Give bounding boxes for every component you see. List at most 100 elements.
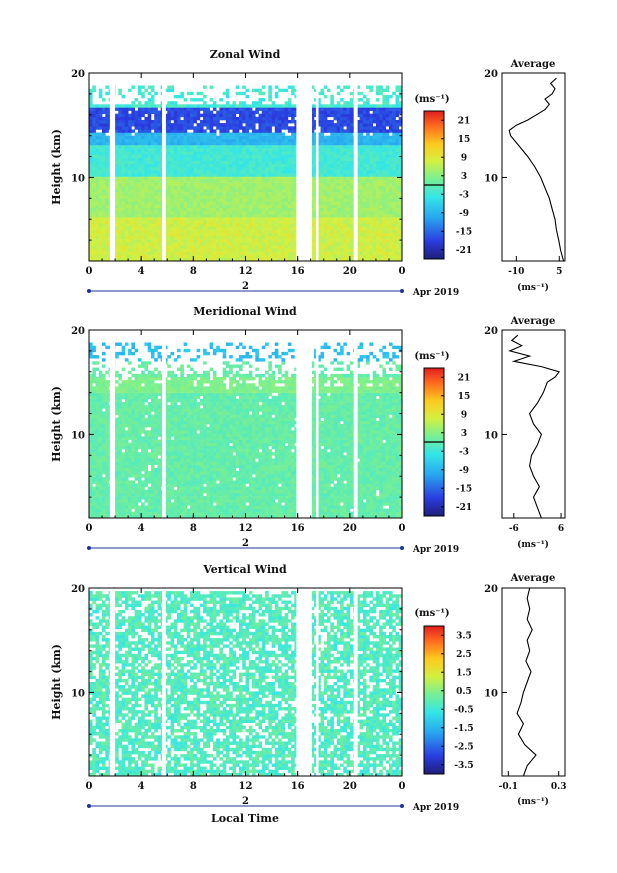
heatmap-cell: [199, 232, 204, 237]
heatmap-cell: [265, 201, 269, 205]
heatmap-cell: [212, 135, 217, 140]
heatmap-cell: [232, 141, 237, 146]
heatmap-cell: [199, 157, 204, 161]
heatmap-cell: [382, 94, 386, 99]
heatmap-cell: [115, 257, 119, 262]
heatmap-cell: [245, 179, 250, 183]
heatmap-cell: [219, 201, 223, 205]
heatmap-cell: [144, 151, 148, 155]
heatmap-cell: [134, 113, 139, 118]
heatmap-cell: [150, 141, 155, 146]
heatmap-cell: [271, 192, 276, 196]
heatmap-cell: [356, 170, 360, 174]
heatmap-cell: [115, 173, 119, 177]
heatmap-cell: [281, 167, 285, 171]
heatmap-cell: [173, 235, 178, 240]
heatmap-cell: [183, 242, 188, 246]
heatmap-cell: [105, 157, 109, 161]
heatmap-cell: [268, 138, 272, 143]
heatmap-cell: [199, 214, 204, 218]
heatmap-cell: [287, 242, 292, 246]
heatmap-cell: [229, 135, 233, 140]
heatmap-cell: [206, 188, 210, 193]
heatmap-cell: [193, 173, 197, 177]
heatmap-cell: [252, 132, 256, 136]
heatmap-cell: [219, 188, 223, 193]
heatmap-cell: [170, 214, 175, 218]
heatmap-cell: [157, 132, 162, 136]
heatmap-cell: [271, 123, 276, 127]
heatmap-cell: [317, 254, 321, 259]
heatmap-cell: [271, 257, 276, 262]
heatmap-cell: [105, 217, 109, 221]
heatmap-cell: [294, 192, 298, 196]
heatmap-cell: [173, 129, 178, 133]
heatmap-cell: [366, 229, 370, 234]
heatmap-cell: [219, 107, 223, 111]
heatmap-cell: [359, 195, 364, 199]
heatmap-cell: [183, 210, 188, 215]
heatmap-cell: [294, 188, 298, 193]
heatmap-cell: [278, 145, 282, 149]
heatmap-cell: [193, 257, 197, 262]
heatmap-cell: [92, 248, 96, 252]
heatmap-cell: [199, 254, 204, 259]
heatmap-cell: [89, 123, 93, 127]
heatmap-cell: [356, 188, 360, 193]
heatmap-cell: [255, 151, 259, 155]
heatmap-cell: [193, 160, 197, 165]
heatmap-cell: [131, 257, 135, 262]
heatmap-cell: [375, 138, 380, 143]
heatmap-cell: [287, 151, 292, 155]
heatmap-cell: [222, 151, 227, 155]
heatmap-cell: [235, 220, 240, 224]
heatmap-cell: [196, 176, 201, 180]
heatmap-cell: [317, 104, 321, 108]
heatmap-cell: [252, 229, 256, 234]
heatmap-cell: [333, 204, 338, 208]
heatmap-cell: [320, 126, 325, 130]
heatmap-cell: [248, 167, 253, 171]
heatmap-cell: [287, 248, 292, 252]
heatmap-cell: [323, 116, 328, 121]
heatmap-cell: [242, 207, 246, 212]
heatmap-cell: [190, 251, 194, 255]
heatmap-cell: [89, 151, 93, 155]
heatmap-cell: [310, 148, 315, 152]
heatmap-cell: [102, 214, 106, 218]
heatmap-cell: [343, 138, 347, 143]
heatmap-cell: [134, 123, 139, 127]
heatmap-cell: [150, 167, 155, 171]
heatmap-cell: [248, 192, 253, 196]
heatmap-cell: [239, 254, 243, 259]
heatmap-cell: [398, 201, 403, 205]
heatmap-cell: [291, 160, 295, 165]
heatmap-cell: [186, 185, 191, 190]
heatmap-cell: [144, 223, 148, 227]
heatmap-cell: [216, 185, 220, 190]
heatmap-cell: [102, 217, 106, 221]
heatmap-cell: [203, 214, 207, 218]
heatmap-cell: [274, 229, 279, 234]
heatmap-cell: [310, 132, 315, 136]
heatmap-cell: [245, 120, 250, 124]
heatmap-cell: [392, 141, 396, 146]
heatmap-cell: [252, 254, 256, 259]
heatmap-cell: [199, 210, 204, 215]
heatmap-cell: [255, 207, 259, 212]
heatmap-cell: [232, 126, 237, 130]
heatmap-cell: [219, 126, 223, 130]
heatmap-cell: [147, 198, 152, 202]
heatmap-cell: [349, 173, 354, 177]
heatmap-cell: [239, 110, 243, 114]
heatmap-cell: [343, 107, 347, 111]
heatmap-cell: [190, 245, 194, 249]
heatmap-cell: [281, 242, 285, 246]
heatmap-cell: [216, 214, 220, 218]
heatmap-cell: [239, 173, 243, 177]
heatmap-cell: [268, 195, 272, 199]
heatmap-cell: [203, 182, 207, 187]
heatmap-cell: [95, 232, 100, 237]
heatmap-cell: [242, 145, 246, 149]
heatmap-cell: [173, 192, 178, 196]
